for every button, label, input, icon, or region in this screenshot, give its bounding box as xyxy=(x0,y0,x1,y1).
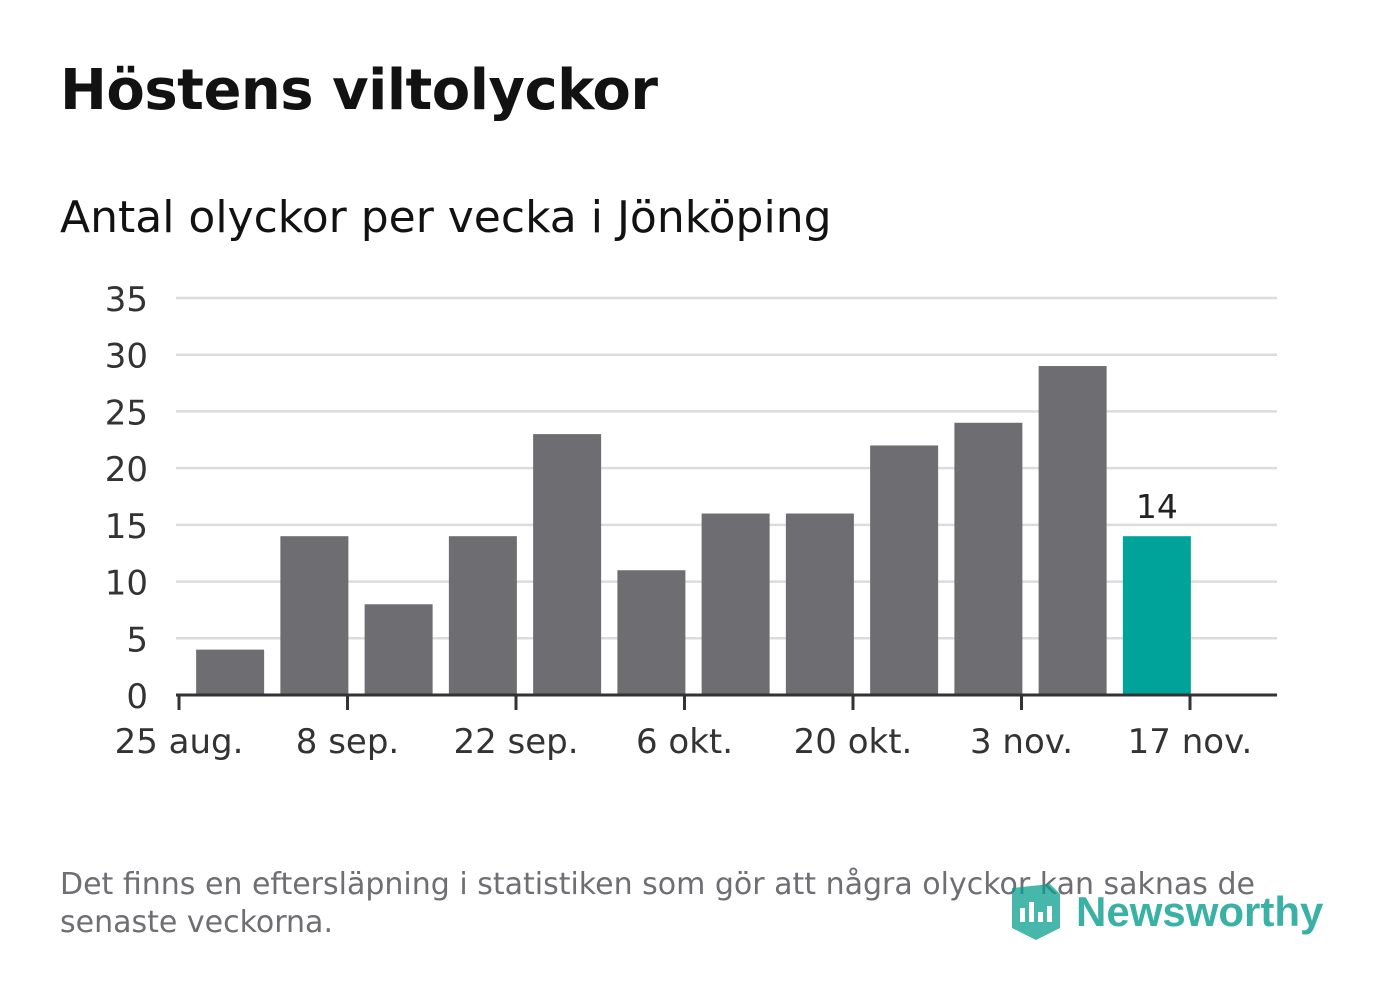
x-tick-label: 6 okt. xyxy=(636,722,733,762)
bar xyxy=(1038,366,1107,695)
bar xyxy=(617,570,686,695)
bar-chart: 0 5 10 15 20 25 30 35 14 25 aug. 8 sep. 22 sep. 6 ok… xyxy=(105,280,1277,762)
newsworthy-logo-text: Newsworthy xyxy=(1076,888,1324,935)
bar xyxy=(448,536,517,695)
x-tick-label: 25 aug. xyxy=(115,722,244,762)
y-tick-label: 20 xyxy=(105,450,148,490)
data-label: 14 xyxy=(1136,487,1178,526)
x-tick-label: 22 sep. xyxy=(453,722,578,762)
chart-title: Höstens viltolyckor xyxy=(60,58,658,123)
y-tick-label: 35 xyxy=(105,280,148,320)
y-tick-label: 15 xyxy=(105,507,148,547)
y-tick-label: 10 xyxy=(105,564,148,604)
bar xyxy=(870,445,939,695)
x-tick-label: 17 nov. xyxy=(1128,722,1253,762)
x-tick-label: 20 okt. xyxy=(794,722,913,762)
bar xyxy=(364,604,433,695)
highlight-bar xyxy=(1122,536,1191,695)
x-tick-label: 8 sep. xyxy=(296,722,399,762)
y-tick-label: 30 xyxy=(105,337,148,377)
bar xyxy=(954,422,1023,695)
bar xyxy=(701,513,770,695)
newsworthy-logo-icon xyxy=(1012,884,1060,940)
bar xyxy=(196,649,265,695)
newsworthy-logo: Newsworthy xyxy=(1010,880,1330,944)
bar xyxy=(533,434,602,695)
x-tick-label: 3 nov. xyxy=(970,722,1073,762)
y-tick-label: 5 xyxy=(126,620,148,660)
bar xyxy=(785,513,854,695)
chart-subtitle: Antal olyckor per vecka i Jönköping xyxy=(60,192,832,243)
y-tick-label: 0 xyxy=(126,677,148,717)
y-tick-label: 25 xyxy=(105,393,148,433)
bar xyxy=(280,536,349,695)
